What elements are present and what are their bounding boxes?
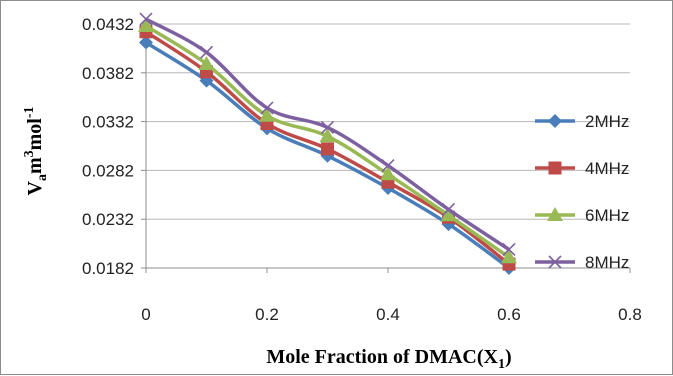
diamond-marker: [548, 114, 562, 128]
x-marker: [320, 120, 335, 135]
y-tick-label: 0.0182: [82, 259, 134, 278]
tick-labels: 0.0432 0.0382 0.0332 0.0282 0.0232 0.0182 0 0.2…: [82, 15, 642, 324]
series-lines: [138, 12, 517, 275]
y-tick-label: 0.0282: [82, 161, 134, 180]
x-axis-title: Mole Fraction of DMAC(X1): [266, 346, 511, 372]
triangle-marker: [440, 207, 457, 222]
y-tick-label: 0.0332: [82, 113, 134, 132]
legend-label: 2MHz: [585, 112, 629, 131]
x-marker-stroke: [502, 242, 516, 257]
x-marker: [199, 45, 214, 59]
x-tick-label: 0: [141, 305, 150, 324]
triangle-marker: [198, 56, 215, 71]
x-marker: [139, 12, 153, 26]
x-marker: [548, 255, 562, 269]
x-marker-stroke: [320, 120, 335, 135]
square-marker: [321, 142, 334, 156]
y-axis-title-subscript: a: [35, 174, 50, 181]
diamond-marker: [139, 35, 153, 50]
x-marker: [260, 101, 274, 115]
y-tick-label: 0.0232: [82, 210, 134, 229]
x-axis-title-close: ): [505, 346, 512, 368]
y-tick-label: 0.0432: [82, 15, 134, 34]
x-tick-label: 0.2: [255, 305, 279, 324]
legend-entry: 2MHz: [535, 112, 629, 131]
triangle-marker: [259, 107, 275, 122]
x-marker-stroke: [139, 12, 153, 26]
x-tick-label: 0.6: [497, 305, 521, 324]
square-marker: [548, 161, 562, 175]
y-axis-title-mol: mol: [24, 118, 46, 151]
x-marker-stroke: [441, 202, 456, 217]
x-marker: [441, 202, 456, 217]
triangle-marker: [138, 17, 154, 32]
y-axis-title: Vam3mol-1: [22, 106, 50, 195]
y-axis-title-v: V: [24, 181, 46, 196]
x-marker-stroke: [548, 255, 562, 269]
series-6MHz: [138, 17, 517, 264]
series-4MHz: [139, 25, 516, 271]
legend-entry: 8MHz: [535, 253, 629, 272]
legend-label: 8MHz: [585, 253, 629, 272]
triangle-marker: [380, 166, 396, 181]
legend-entry: 4MHz: [535, 159, 629, 178]
series-8MHz: [139, 12, 516, 257]
triangle-marker: [501, 249, 517, 264]
x-axis-title-main: Mole Fraction of DMAC(X: [266, 346, 498, 368]
x-marker-stroke: [260, 101, 274, 115]
x-marker-stroke: [199, 45, 214, 59]
y-axis-title-exponent-3: 3: [22, 150, 37, 157]
x-marker-stroke: [381, 158, 395, 173]
x-axis-title-subscript: 1: [498, 357, 505, 372]
triangle-marker: [547, 207, 563, 221]
y-axis-title-exponent-neg1: -1: [22, 106, 37, 118]
x-tick-label: 0.8: [618, 305, 642, 324]
triangle-marker: [319, 128, 336, 143]
y-tick-label: 0.0382: [82, 64, 134, 83]
x-tick-label: 0.4: [376, 305, 400, 324]
legend-label: 6MHz: [585, 206, 629, 225]
x-marker: [502, 242, 516, 257]
legend: 2MHz 4MHz 6MHz 8MHz: [535, 112, 629, 272]
y-axis-title-m: m: [24, 157, 46, 174]
legend-label: 4MHz: [585, 159, 629, 178]
x-marker: [381, 158, 395, 173]
legend-entry: 6MHz: [535, 206, 629, 225]
